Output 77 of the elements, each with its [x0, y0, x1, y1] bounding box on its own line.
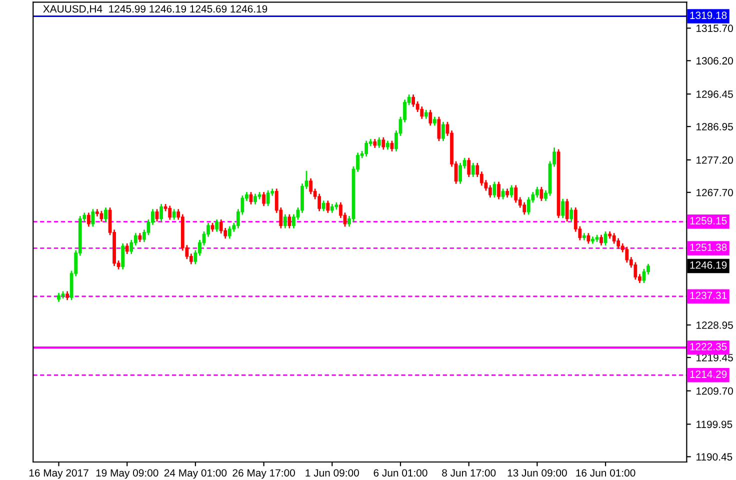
- y-tick-label: 1228.95: [696, 321, 733, 329]
- candlestick: [625, 246, 629, 264]
- candlestick: [172, 208, 176, 220]
- candlestick: [262, 191, 266, 207]
- ref-line-label: 1251.38: [690, 244, 727, 252]
- ref-line-label: 1319.18: [690, 12, 727, 20]
- ref-line-label: 1237.31: [690, 292, 727, 300]
- candlestick: [586, 232, 590, 244]
- text: 1246.19: [690, 261, 727, 269]
- candlestick: [390, 140, 394, 152]
- candlestick: [219, 218, 223, 234]
- candlestick: [100, 210, 104, 222]
- candlestick: [604, 230, 608, 246]
- candlestick: [634, 261, 638, 280]
- y-tick-label: 1219.45: [696, 354, 733, 362]
- candlestick: [570, 206, 574, 222]
- x-tick-label: 13 Jun 09:00: [508, 469, 567, 477]
- y-tick-label: 1267.70: [696, 188, 733, 196]
- candlestick: [130, 239, 134, 255]
- candlestick: [326, 200, 330, 214]
- candlestick: [442, 121, 445, 142]
- x-tick-label: 19 May 09:00: [96, 469, 158, 479]
- candlestick: [121, 242, 125, 270]
- candlestick: [254, 193, 257, 206]
- candlestick: [292, 214, 296, 230]
- candlestick: [300, 182, 304, 214]
- x-tick-label: 1 Jun 09:00: [306, 469, 359, 477]
- y-tick-label: 1306.20: [696, 57, 733, 65]
- x-tick-label: 26 May 17:00: [232, 469, 295, 479]
- candlestick: [228, 226, 232, 240]
- candlestick: [283, 214, 287, 230]
- x-tick-label: 6 Jun 01:00: [374, 469, 428, 477]
- candlestick: [168, 205, 172, 220]
- x-tick-label: 24 May 01:00: [164, 469, 227, 479]
- candlestick: [428, 109, 432, 126]
- candlestick: [526, 196, 530, 216]
- candlestick: [467, 157, 471, 178]
- candlestick: [471, 162, 475, 178]
- candlestick: [535, 186, 539, 198]
- candlestick: [497, 181, 500, 200]
- ref-line-label: 1222.35: [690, 342, 727, 350]
- candlestick: [125, 242, 129, 255]
- candlestick: [318, 193, 322, 212]
- candlestick: [266, 190, 270, 207]
- candlestick: [160, 203, 163, 222]
- candlestick: [382, 136, 386, 150]
- candlestick: [514, 184, 518, 204]
- candlestick: [488, 184, 492, 198]
- y-tick-label: 1315.70: [696, 24, 733, 32]
- candlestick: [309, 178, 312, 195]
- candlestick: [364, 140, 368, 158]
- y-tick-label: 1209.70: [696, 387, 733, 395]
- candlestick: [104, 206, 108, 222]
- x-tick-label: 16 May 2017: [29, 469, 88, 479]
- x-tick-label: 16 Jun 01:00: [576, 469, 636, 477]
- x-tick-label: 8 Jun 17:00: [442, 469, 496, 477]
- chart-title: XAUUSD,H4 1245.99 1246.19 1245.69 1246.19: [43, 5, 268, 14]
- candlestick: [540, 186, 544, 202]
- y-tick-label: 1277.20: [696, 156, 733, 164]
- ref-line-label: 1214.29: [690, 370, 727, 378]
- candlestick: [91, 208, 95, 228]
- candlestick: [561, 198, 565, 219]
- candlestick: [322, 200, 326, 212]
- y-tick-label: 1190.45: [696, 453, 732, 461]
- candlestick: [501, 188, 505, 200]
- candlestick: [288, 214, 292, 230]
- y-tick-label: 1296.45: [696, 90, 733, 98]
- candlestick: [215, 218, 219, 232]
- candlestick: [86, 212, 90, 228]
- candlestick: [600, 234, 603, 246]
- candlestick: [565, 198, 569, 222]
- candlestick: [437, 116, 441, 142]
- candlestick: [377, 136, 381, 149]
- candlestick: [420, 106, 424, 120]
- y-tick-label: 1286.95: [696, 123, 733, 130]
- ref-line-label: 1259.15: [690, 217, 727, 224]
- y-tick-label: 1199.95: [696, 420, 732, 428]
